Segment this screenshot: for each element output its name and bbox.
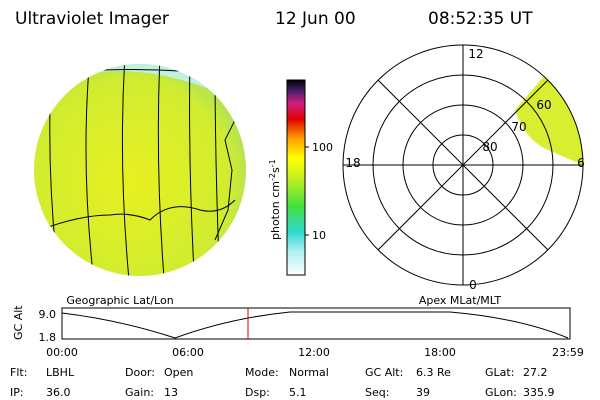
axis-label: GC Alt bbox=[12, 305, 25, 340]
mlat-label: 70 bbox=[511, 120, 526, 134]
panel-label: Apex MLat/MLT bbox=[419, 294, 502, 307]
field-value: 335.9 bbox=[523, 386, 555, 399]
field-label: GC Alt: bbox=[365, 366, 403, 379]
colorbar-label-text: photon cm bbox=[269, 181, 282, 240]
mlt-label: 12 bbox=[468, 47, 483, 61]
field-value: 6.3 Re bbox=[416, 366, 451, 379]
field-label: Seq: bbox=[365, 386, 389, 399]
field-label: IP: bbox=[10, 386, 24, 399]
colorbar-tick: 10 bbox=[312, 229, 326, 242]
x-tick-label: 18:00 bbox=[424, 346, 456, 359]
x-tick-label: 12:00 bbox=[298, 346, 330, 359]
colorbar-label: photon cm-2s-1 bbox=[268, 159, 282, 240]
colorbar-unit: s bbox=[269, 167, 282, 173]
altitude-curve bbox=[61, 311, 569, 339]
mlt-label: 6 bbox=[577, 156, 585, 170]
mlt-label: 18 bbox=[345, 156, 360, 170]
colorbar-tick: 100 bbox=[312, 141, 333, 154]
x-tick-label: 00:00 bbox=[46, 346, 78, 359]
colorbar-exp: -1 bbox=[268, 159, 277, 167]
x-tick-label: 23:59 bbox=[552, 346, 584, 359]
polar-plot bbox=[342, 44, 584, 286]
colorbar bbox=[286, 79, 306, 276]
field-value: Open bbox=[164, 366, 193, 379]
field-value: 13 bbox=[164, 386, 178, 399]
field-value: LBHL bbox=[46, 366, 75, 379]
date: 12 Jun 00 bbox=[275, 9, 356, 29]
field-label: GLat: bbox=[485, 366, 514, 379]
title: Ultraviolet Imager bbox=[15, 9, 169, 29]
field-value: 39 bbox=[416, 386, 430, 399]
field-label: Dsp: bbox=[245, 386, 270, 399]
field-label: GLon: bbox=[485, 386, 517, 399]
colorbar-exp: -2 bbox=[268, 173, 277, 181]
timeline-box bbox=[61, 307, 571, 340]
x-tick-label: 06:00 bbox=[172, 346, 204, 359]
field-value: 5.1 bbox=[289, 386, 307, 399]
panel-label: Geographic Lat/Lon bbox=[66, 294, 173, 307]
field-value: 27.2 bbox=[523, 366, 548, 379]
field-value: Normal bbox=[289, 366, 329, 379]
field-label: Door: bbox=[125, 366, 155, 379]
time: 08:52:35 UT bbox=[428, 9, 533, 29]
field-value: 36.0 bbox=[46, 386, 71, 399]
y-tick-label: 9.0 bbox=[39, 308, 57, 321]
earth-image bbox=[34, 64, 246, 276]
field-label: Gain: bbox=[125, 386, 154, 399]
field-label: Flt: bbox=[10, 366, 27, 379]
mlat-label: 80 bbox=[482, 140, 497, 154]
field-label: Mode: bbox=[245, 366, 279, 379]
y-tick-label: 1.8 bbox=[39, 331, 57, 344]
mlat-label: 60 bbox=[536, 98, 551, 112]
mlt-label: 0 bbox=[469, 278, 477, 292]
